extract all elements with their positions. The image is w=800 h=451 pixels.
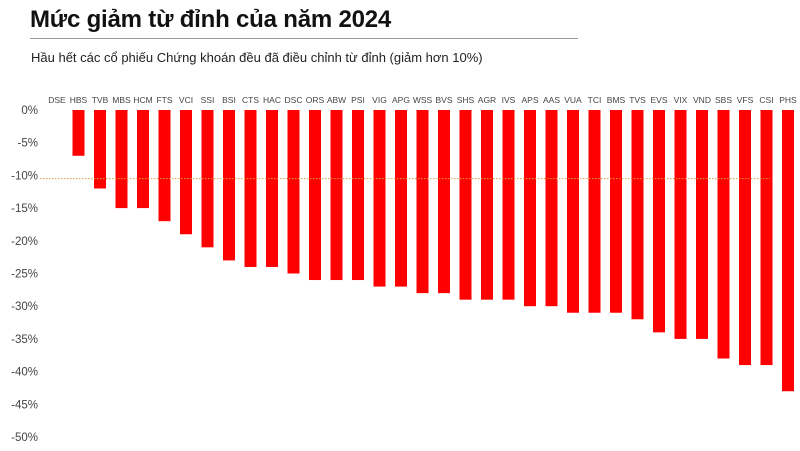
x-tick-label: AGR <box>478 95 496 105</box>
bar-hcm <box>137 110 149 209</box>
x-tick-label: TVS <box>629 95 646 105</box>
bar-ssi <box>201 110 214 248</box>
bar-vua <box>567 110 579 313</box>
x-tick-label: DSE <box>48 95 66 105</box>
bar-vci <box>180 110 192 235</box>
x-tick-label: SHS <box>457 95 475 105</box>
x-tick-label: HAC <box>263 95 281 105</box>
x-tick-label: DSC <box>285 95 303 105</box>
bar-mbs <box>115 110 128 209</box>
x-tick-label: VIG <box>372 95 387 105</box>
x-tick-label: BSI <box>222 95 236 105</box>
bar-apg <box>395 110 407 287</box>
bar-hbs <box>72 110 85 156</box>
x-tick-label: APG <box>392 95 410 105</box>
y-tick-label: -5% <box>18 138 38 150</box>
bar-csi <box>760 110 773 366</box>
y-tick-label: -45% <box>11 399 38 411</box>
x-tick-label: CSI <box>759 95 773 105</box>
bar-wss <box>416 110 429 294</box>
bar-bvs <box>438 110 450 294</box>
bar-sbs <box>717 110 730 359</box>
bar-fts <box>158 110 171 222</box>
chart-title: Mức giảm từ đỉnh của năm 2024 <box>30 6 392 33</box>
bar-tvb <box>94 110 106 189</box>
x-tick-label: BVS <box>435 95 452 105</box>
bar-shs <box>459 110 472 300</box>
x-tick-label: SSI <box>201 95 215 105</box>
bar-bms <box>610 110 622 313</box>
x-tick-label: FTS <box>156 95 172 105</box>
y-tick-label: -15% <box>11 203 38 215</box>
y-tick-label: -40% <box>11 367 38 379</box>
x-tick-label: BMS <box>607 95 626 105</box>
x-tick-label: TCI <box>588 95 602 105</box>
x-tick-label: PHS <box>779 95 797 105</box>
bar-abw <box>330 110 343 281</box>
y-tick-label: -20% <box>11 236 38 248</box>
x-tick-label: ABW <box>327 95 346 105</box>
bar-psi <box>352 110 364 281</box>
x-tick-label: AAS <box>543 95 560 105</box>
bar-hac <box>266 110 278 267</box>
y-tick-label: -50% <box>11 432 38 444</box>
x-tick-label: ORS <box>306 95 325 105</box>
x-tick-label: VND <box>693 95 711 105</box>
x-tick-label: PSI <box>351 95 365 105</box>
y-tick-label: -35% <box>11 334 38 346</box>
bar-aps <box>524 110 536 307</box>
x-tick-label: VFS <box>737 95 754 105</box>
title-divider <box>30 38 578 39</box>
x-tick-label: CTS <box>242 95 259 105</box>
x-tick-label: HCM <box>133 95 152 105</box>
x-tick-label: VUA <box>564 95 582 105</box>
bar-bsi <box>223 110 235 261</box>
bar-dsc <box>287 110 300 274</box>
x-tick-label: VIX <box>674 95 688 105</box>
x-tick-label: SBS <box>715 95 732 105</box>
x-tick-label: VCI <box>179 95 193 105</box>
bar-tci <box>588 110 601 313</box>
bar-vnd <box>696 110 708 339</box>
bar-phs <box>782 110 794 392</box>
y-tick-label: 0% <box>21 105 38 117</box>
bar-ivs <box>502 110 515 300</box>
x-tick-label: WSS <box>413 95 433 105</box>
bar-evs <box>653 110 665 333</box>
bar-vig <box>373 110 386 287</box>
x-tick-label: APS <box>521 95 538 105</box>
x-tick-label: IVS <box>502 95 516 105</box>
x-tick-label: EVS <box>650 95 667 105</box>
y-tick-label: -25% <box>11 269 38 281</box>
chart-subtitle: Hầu hết các cổ phiếu Chứng khoán đều đã … <box>31 50 483 65</box>
bar-tvs <box>631 110 644 320</box>
bar-cts <box>244 110 257 267</box>
bar-agr <box>481 110 493 300</box>
x-tick-label: HBS <box>70 95 88 105</box>
bar-vfs <box>739 110 751 366</box>
x-tick-label: MBS <box>112 95 131 105</box>
y-tick-label: -10% <box>11 170 38 182</box>
bar-aas <box>545 110 558 307</box>
bar-vix <box>674 110 687 339</box>
x-tick-label: TVB <box>92 95 109 105</box>
y-tick-label: -30% <box>11 301 38 313</box>
bar-ors <box>309 110 321 281</box>
